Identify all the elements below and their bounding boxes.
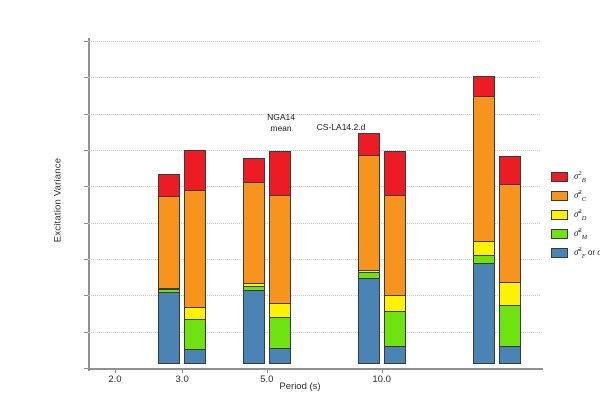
legend-item-sigma2_C[interactable]: σ̄2C [551,186,600,205]
y-tick-mark [84,150,88,151]
bar-segment-sigma2_B [357,132,380,157]
legend-swatch-sigma2_B [551,171,568,182]
gridline [88,41,540,42]
gridline [88,113,540,115]
x-tick-mark [266,368,268,373]
bar-segment-sigma2_F [357,277,380,364]
bar-segment-sigma2_F [158,291,181,365]
plot-area: 0.00.20.40.60.81.01.21.41.61.8 [84,41,540,369]
stacked-bar [242,158,265,368]
bar-segment-sigma2_D [383,295,406,313]
bar-segment-sigma2_B [268,150,291,197]
y-tick-mark [84,295,88,297]
y-tick-mark [84,331,88,333]
legend-item-sigma2_D[interactable]: σ̄2D [551,205,600,224]
y-tick-mark [84,186,88,188]
bar-segment-sigma2_C [498,184,521,283]
legend-swatch-sigma2_C [551,190,568,201]
bar-segment-sigma2_F [242,290,265,364]
bar-segment-sigma2_C [158,196,181,289]
bar-segment-sigma2_D [472,240,495,257]
bar-segment-sigma2_C [357,155,380,271]
stacked-bar [184,150,207,368]
x-tick-mark [381,368,383,373]
x-tick-label: 5.0 [260,374,274,385]
legend-label-sigma2_D: σ̄2D [574,207,587,222]
stacked-bar [357,132,380,368]
gridline [88,77,540,79]
legend-item-sigma2_B[interactable]: σ2B [551,167,600,186]
stacked-bar [268,150,291,368]
legend-item-sigma2_M[interactable]: σ̄2M [551,224,600,243]
annotation-cs-la14-2-d: CS-LA14.2.d [316,122,366,132]
x-tick-mark [114,368,116,373]
bar-segment-sigma2_M [498,304,521,347]
x-tick-label: 3.0 [175,374,189,385]
bar-segment-sigma2_C [268,195,291,305]
bar-segment-sigma2_B [472,76,495,98]
bar-segment-sigma2_M [383,311,406,347]
bar-segment-sigma2_F [268,347,291,364]
bar-segment-sigma2_F [472,263,495,364]
bar-segment-sigma2_D [498,281,521,306]
stacked-bar [158,173,181,368]
y-tick-mark [84,113,88,115]
bar-segment-sigma2_C [242,181,265,285]
x-axis-line [88,368,543,370]
legend-item-sigma2_F[interactable]: σ̄2F or σ [551,243,600,262]
y-tick-mark [84,77,88,79]
y-axis-title: Excitation Variance [52,157,64,243]
legend-label-sigma2_C: σ̄2C [574,188,587,203]
bar-segment-sigma2_B [498,156,521,186]
bar-segment-sigma2_C [383,195,406,297]
gridline [88,259,540,260]
x-tick-label: 10.0 [372,374,391,385]
legend: σ2B σ̄2C σ̄2D σ̄2M σ̄2F or σ [551,167,600,262]
y-tick-mark [84,222,88,224]
gridline [88,331,540,333]
y-tick-mark [84,41,88,42]
legend-label-sigma2_F: σ̄2F or σ [574,245,600,260]
bar-segment-sigma2_F [383,345,406,364]
annotation-nga14-mean: NGA14 mean [267,112,295,133]
legend-label-sigma2_B: σ2B [574,169,586,184]
gridline [88,295,540,297]
stacked-bar [472,76,495,368]
gridline [88,222,540,224]
y-axis-line [88,38,90,371]
gridline [88,186,540,188]
bar-segment-sigma2_B [184,150,207,191]
legend-swatch-sigma2_M [551,228,568,239]
bar-segment-sigma2_F [498,345,521,364]
legend-swatch-sigma2_F [551,247,568,258]
stacked-bar [383,150,406,368]
legend-swatch-sigma2_D [551,209,568,220]
y-tick-mark [84,368,88,369]
bar-segment-sigma2_C [184,189,207,308]
bar-segment-sigma2_B [242,158,265,183]
legend-label-sigma2_M: σ̄2M [574,226,588,241]
bar-segment-sigma2_B [158,173,181,198]
x-tick-mark [182,368,184,373]
bar-segment-sigma2_B [383,150,406,197]
bar-segment-sigma2_M [184,318,207,350]
x-tick-label: 2.0 [108,374,122,385]
bar-segment-sigma2_D [268,303,291,318]
bar-segment-sigma2_C [472,96,495,242]
x-axis-title: Period (s) [279,381,321,392]
y-tick-mark [84,259,88,260]
bar-segment-sigma2_M [268,316,291,349]
bar-segment-sigma2_F [184,348,207,364]
gridline [88,150,540,151]
stacked-bar [498,156,521,368]
